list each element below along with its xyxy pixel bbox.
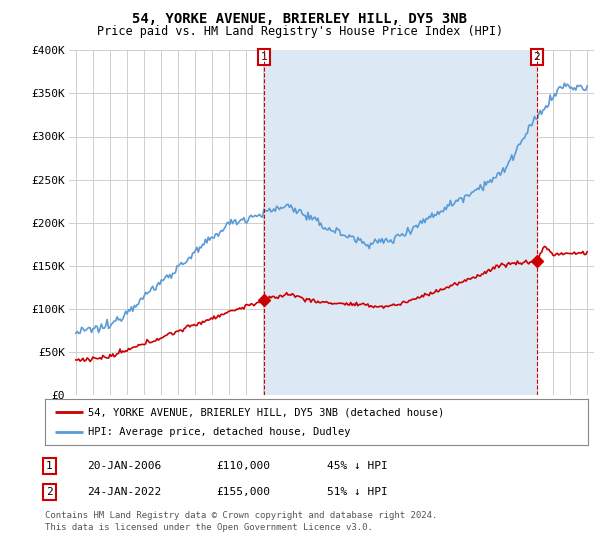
Text: 1: 1: [261, 52, 268, 62]
Text: 54, YORKE AVENUE, BRIERLEY HILL, DY5 3NB: 54, YORKE AVENUE, BRIERLEY HILL, DY5 3NB: [133, 12, 467, 26]
Text: £110,000: £110,000: [216, 461, 270, 471]
Text: Price paid vs. HM Land Registry's House Price Index (HPI): Price paid vs. HM Land Registry's House …: [97, 25, 503, 38]
Text: 20-JAN-2006: 20-JAN-2006: [87, 461, 161, 471]
Bar: [264, 50, 537, 395]
Text: 1: 1: [46, 461, 53, 471]
Text: 45% ↓ HPI: 45% ↓ HPI: [327, 461, 388, 471]
Text: This data is licensed under the Open Government Licence v3.0.: This data is licensed under the Open Gov…: [45, 523, 373, 532]
Text: HPI: Average price, detached house, Dudley: HPI: Average price, detached house, Dudl…: [88, 427, 351, 437]
Text: Contains HM Land Registry data © Crown copyright and database right 2024.: Contains HM Land Registry data © Crown c…: [45, 511, 437, 520]
Text: 2: 2: [46, 487, 53, 497]
Text: £155,000: £155,000: [216, 487, 270, 497]
Text: 54, YORKE AVENUE, BRIERLEY HILL, DY5 3NB (detached house): 54, YORKE AVENUE, BRIERLEY HILL, DY5 3NB…: [88, 407, 445, 417]
Text: 51% ↓ HPI: 51% ↓ HPI: [327, 487, 388, 497]
Text: 2: 2: [533, 52, 540, 62]
Text: 24-JAN-2022: 24-JAN-2022: [87, 487, 161, 497]
